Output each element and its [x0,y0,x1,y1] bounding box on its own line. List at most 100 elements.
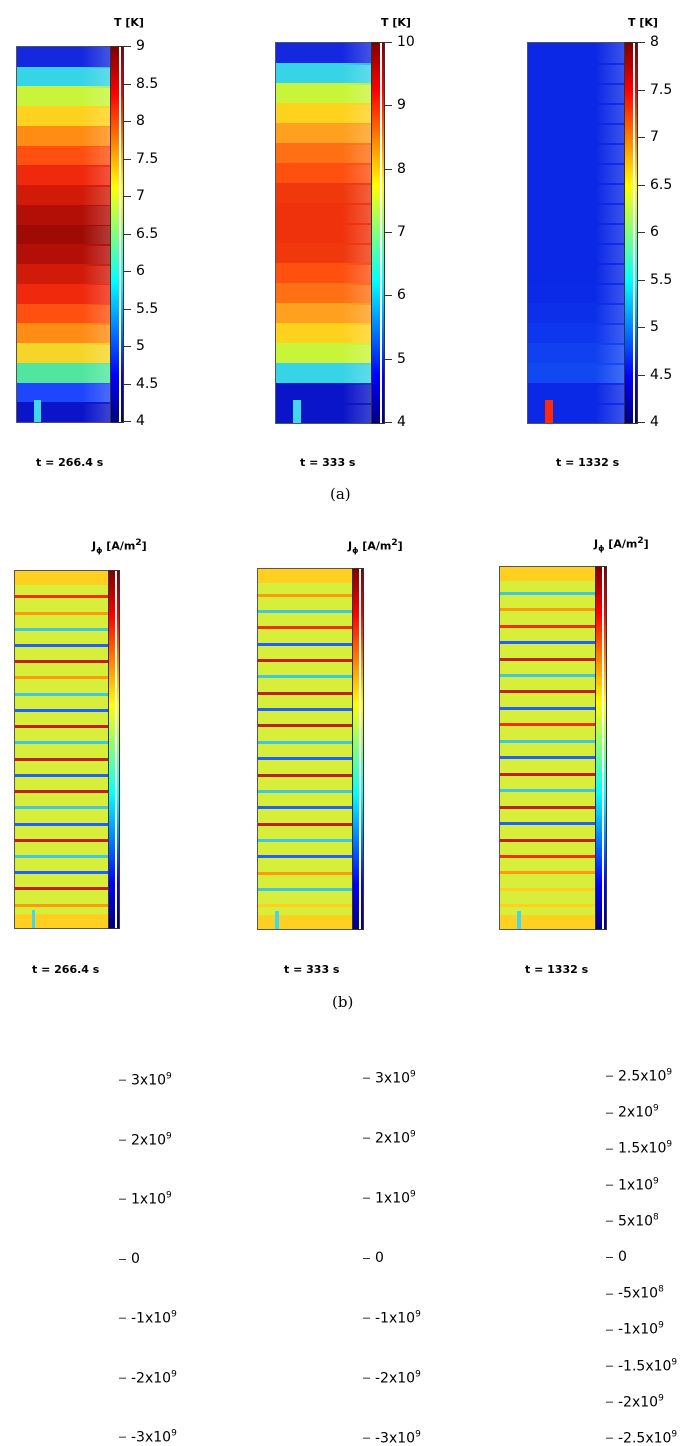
colorbar-tick-label: 1x109 [363,1189,416,1207]
temperature-band [276,163,371,185]
figure-a: T [K] 9 8.5 8 7.5 7 6.5 6 5.5 5 4.5 4 t = 266.4 s … [0,0,685,503]
current-density-stripe [500,641,595,645]
colorbar-tick-label: 2x109 [606,1103,659,1121]
temperature-band [276,323,371,345]
temperature-band [276,383,371,405]
temperature-band [528,383,624,405]
colorbar-tick-label: 1.5x109 [605,1140,673,1157]
colorbar-edge [115,571,117,928]
temperature-band [17,106,110,128]
current-density-stripe [15,660,108,664]
hot-spot [33,399,42,422]
current-density-stripe [15,903,108,907]
current-density-stripe [500,739,595,743]
temperature-unit-label: T [K] [381,16,411,29]
current-density-stripe [15,644,108,648]
temperature-band [17,86,110,108]
temperature-band [17,165,110,187]
current-density-stripe [15,838,108,842]
colorbar-tick-label: 5 [124,338,145,354]
colorbar-tick-label: -2x109 [119,1369,177,1386]
temperature-band [276,103,371,125]
temperature-band [17,145,110,167]
edge-zone [258,914,352,929]
temperature-band [17,185,110,207]
current-density-stripe [258,740,352,744]
colorbar-tick-label: 1x109 [119,1190,172,1208]
current-density-stripe [258,642,352,646]
temperature-band [528,283,624,305]
temperature-band [528,342,624,365]
edge-zone [500,914,595,929]
temperature-band [17,323,110,345]
cooling-channel [274,911,279,929]
temperature-colorbar-2 [371,42,385,424]
current-density-stripe [500,756,595,760]
colorbar-tick-label: 4 [124,413,145,429]
temperature-band [528,223,624,245]
colorbar-tick-label: -3x109 [119,1428,177,1446]
temperature-band [17,204,110,227]
temperature-band [276,63,371,85]
temperature-band [528,63,624,85]
colorbar-tick-label: 1x109 [606,1176,659,1193]
temperature-band [17,283,110,306]
colorbar-tick-label: -1.5x109 [605,1357,678,1374]
time-label: t = 333 s [300,456,356,469]
colorbar-tick-label: 2x109 [119,1131,172,1148]
current-density-stripe [15,887,108,891]
time-label: t = 1332 s [556,456,620,469]
colorbar-tick-label: 5 [638,319,659,335]
figure-b-label: (b) [332,993,354,1011]
colorbar-tick-label: -3x109 [363,1429,421,1446]
colorbar-edge [119,47,121,422]
temperature-band [276,143,371,165]
colorbar-tick-label: 8.5 [123,75,159,92]
edge-zone [15,913,108,928]
colorbar-edge [359,569,361,929]
current-density-field-1 [14,570,109,929]
temperature-unit-label: T [K] [114,16,144,29]
current-density-unit-label: Jϕ [A/m2] [92,538,147,555]
temperature-band [528,263,624,285]
edge-zone [258,569,352,584]
temperature-band [528,403,624,423]
current-density-stripe [258,724,352,728]
colorbar-tick-label: 2.5x109 [605,1067,673,1085]
temperature-band [17,264,110,286]
colorbar-tick-label: -2x109 [606,1393,664,1411]
colorbar-edge [380,43,382,423]
colorbar-tick-label: 0 [606,1249,627,1265]
temperature-band [276,203,371,225]
colorbar-tick-label: 7 [124,188,145,204]
colorbar-tick-label: 4 [385,414,406,430]
current-density-colorbar-1 [108,570,120,929]
temperature-band [528,123,624,145]
current-density-stripe [258,659,352,662]
edge-zone [500,567,595,582]
current-density-stripe [15,725,108,729]
temperature-unit-label: T [K] [628,16,658,29]
colorbar-tick-label: 8 [124,113,145,129]
current-density-field-3 [499,566,596,930]
temperature-band [276,363,371,385]
figure-b: Jϕ [A/m2] 3x109 2x109 1x109 0 -1x109 -2x109 -3… [0,510,685,1446]
temperature-band [17,303,110,325]
colorbar-tick-label: -1x109 [119,1309,177,1327]
temperature-band [528,363,624,385]
colorbar-tick-label: 8 [385,160,406,177]
current-density-colorbar-2 [352,568,364,930]
current-density-colorbar-3 [595,566,607,930]
cooling-channel [517,910,521,929]
temperature-band [528,243,624,265]
colorbar-tick-label: -2.5x109 [605,1429,678,1446]
temperature-band [276,283,371,305]
temperature-band [528,203,624,225]
time-label: t = 1332 s [525,963,589,976]
temperature-band [276,43,371,65]
current-density-stripe [258,888,352,892]
current-density-stripe [258,593,352,597]
temperature-band [528,83,624,105]
current-density-stripe [15,806,108,810]
colorbar-tick-label: 5.5 [123,300,159,317]
